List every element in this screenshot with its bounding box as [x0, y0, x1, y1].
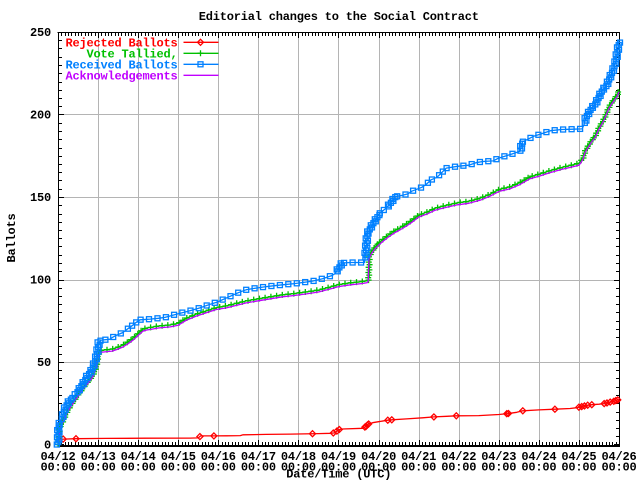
svg-text:200: 200	[30, 109, 51, 123]
svg-text:04/25: 04/25	[561, 450, 596, 464]
svg-text:04/12: 04/12	[40, 450, 75, 464]
svg-text:50: 50	[37, 356, 51, 370]
svg-text:00:00: 00:00	[201, 461, 236, 475]
svg-text:Received Ballots: Received Ballots	[65, 58, 177, 72]
svg-text:00:00: 00:00	[521, 461, 556, 475]
svg-text:Date/Time (UTC): Date/Time (UTC)	[286, 468, 391, 481]
svg-text:00:00: 00:00	[441, 461, 476, 475]
svg-text:04/15: 04/15	[161, 450, 196, 464]
svg-text:00:00: 00:00	[561, 461, 596, 475]
svg-text:00:00: 00:00	[161, 461, 196, 475]
svg-text:0: 0	[44, 439, 51, 453]
svg-text:00:00: 00:00	[281, 461, 316, 475]
svg-text:04/19: 04/19	[321, 450, 356, 464]
svg-text:04/26: 04/26	[601, 450, 636, 464]
svg-text:00:00: 00:00	[401, 461, 436, 475]
svg-text:00:00: 00:00	[121, 461, 156, 475]
svg-text:00:00: 00:00	[601, 461, 636, 475]
svg-text:Ballots: Ballots	[5, 213, 19, 262]
svg-text:04/21: 04/21	[401, 450, 436, 464]
svg-text:00:00: 00:00	[361, 461, 396, 475]
svg-text:00:00: 00:00	[81, 461, 116, 475]
svg-text:04/22: 04/22	[441, 450, 476, 464]
svg-text:150: 150	[30, 191, 51, 205]
svg-text:Vote Tallied,: Vote Tallied,	[86, 47, 177, 61]
svg-text:00:00: 00:00	[241, 461, 276, 475]
svg-text:04/14: 04/14	[121, 450, 156, 464]
svg-text:04/13: 04/13	[81, 450, 116, 464]
svg-text:00:00: 00:00	[40, 461, 75, 475]
svg-text:04/17: 04/17	[241, 450, 276, 464]
svg-text:04/16: 04/16	[201, 450, 236, 464]
svg-text:00:00: 00:00	[481, 461, 516, 475]
svg-text:04/20: 04/20	[361, 450, 396, 464]
svg-text:Acknowledgements: Acknowledgements	[65, 69, 177, 83]
svg-text:100: 100	[30, 274, 51, 288]
svg-text:250: 250	[30, 26, 51, 40]
svg-text:04/18: 04/18	[281, 450, 316, 464]
svg-text:Editorial changes to the Socia: Editorial changes to the Social Contract	[199, 10, 479, 24]
svg-text:Rejected Ballots: Rejected Ballots	[65, 36, 177, 50]
svg-text:00:00: 00:00	[321, 461, 356, 475]
svg-text:04/23: 04/23	[481, 450, 516, 464]
svg-text:04/24: 04/24	[521, 450, 556, 464]
